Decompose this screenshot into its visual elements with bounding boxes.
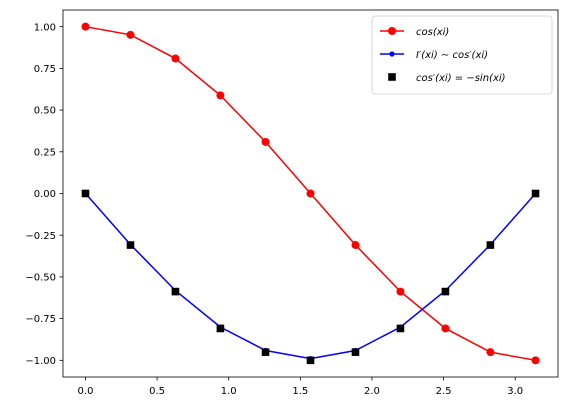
legend-frame bbox=[371, 15, 553, 95]
data-point-s0-1 bbox=[126, 30, 135, 39]
y-tick-label-2: 0.50 bbox=[34, 106, 56, 117]
data-point-s2-2 bbox=[171, 287, 180, 296]
legend-marker-2 bbox=[388, 73, 396, 81]
legend-label-0: cos(xi) bbox=[416, 27, 449, 38]
y-tick-label-5: −0.25 bbox=[25, 231, 56, 242]
data-point-s0-4 bbox=[261, 137, 270, 146]
data-point-s0-5 bbox=[306, 189, 315, 198]
y-tick-label-3: 0.25 bbox=[34, 147, 56, 158]
data-point-s0-3 bbox=[216, 91, 225, 100]
data-point-s0-6 bbox=[351, 241, 360, 250]
data-point-s2-4 bbox=[261, 348, 270, 356]
data-point-s0-0 bbox=[81, 22, 90, 31]
legend-label-2: cos′(xi) = −sin(xi) bbox=[416, 73, 506, 84]
data-point-s0-7 bbox=[396, 287, 405, 296]
axis-ticks: 0.0 0.5 1.0 1.5 2.0 2.5 3.0 1.00 0.75 0.50 0.25 0.0… bbox=[25, 22, 523, 397]
x-tick-label-5: 2.5 bbox=[436, 386, 452, 397]
data-point-s2-6 bbox=[351, 348, 360, 356]
data-point-s2-1 bbox=[126, 241, 135, 249]
data-point-s2-10 bbox=[531, 189, 540, 198]
plot-marks bbox=[81, 22, 540, 365]
y-tick-label-8: −1.00 bbox=[25, 356, 56, 367]
legend-label-1: I′(xi) ∼ cos′(xi) bbox=[416, 50, 488, 61]
series-line-1 bbox=[84, 193, 537, 360]
legend-marker-1 bbox=[389, 51, 395, 57]
data-point-s0-8 bbox=[441, 324, 450, 333]
data-point-s2-9 bbox=[486, 241, 495, 249]
x-tick-label-2: 1.0 bbox=[221, 386, 237, 397]
legend-marker-0 bbox=[388, 27, 396, 35]
x-tick-label-6: 3.0 bbox=[507, 386, 523, 397]
data-point-s2-8 bbox=[441, 287, 450, 296]
data-point-s2-5 bbox=[306, 356, 315, 365]
y-tick-label-1: 0.75 bbox=[34, 64, 56, 75]
data-point-s2-3 bbox=[216, 324, 225, 333]
y-tick-label-4: 0.00 bbox=[34, 189, 56, 200]
data-point-s0-2 bbox=[171, 54, 180, 63]
y-tick-label-6: −0.50 bbox=[25, 273, 56, 284]
data-point-s0-10 bbox=[531, 356, 540, 365]
y-tick-label-0: 1.00 bbox=[34, 22, 56, 33]
x-tick-label-0: 0.0 bbox=[78, 386, 94, 397]
data-point-s2-7 bbox=[396, 324, 405, 333]
y-tick-label-7: −0.75 bbox=[25, 314, 56, 325]
x-tick-label-3: 1.5 bbox=[292, 386, 308, 397]
x-tick-label-1: 0.5 bbox=[149, 386, 165, 397]
data-point-s2-0 bbox=[81, 189, 90, 198]
legend: cos(xi) I′(xi) ∼ cos′(xi) cos′(xi) = −sin(… bbox=[371, 15, 553, 95]
data-point-s0-9 bbox=[486, 348, 495, 357]
x-tick-label-4: 2.0 bbox=[364, 386, 380, 397]
